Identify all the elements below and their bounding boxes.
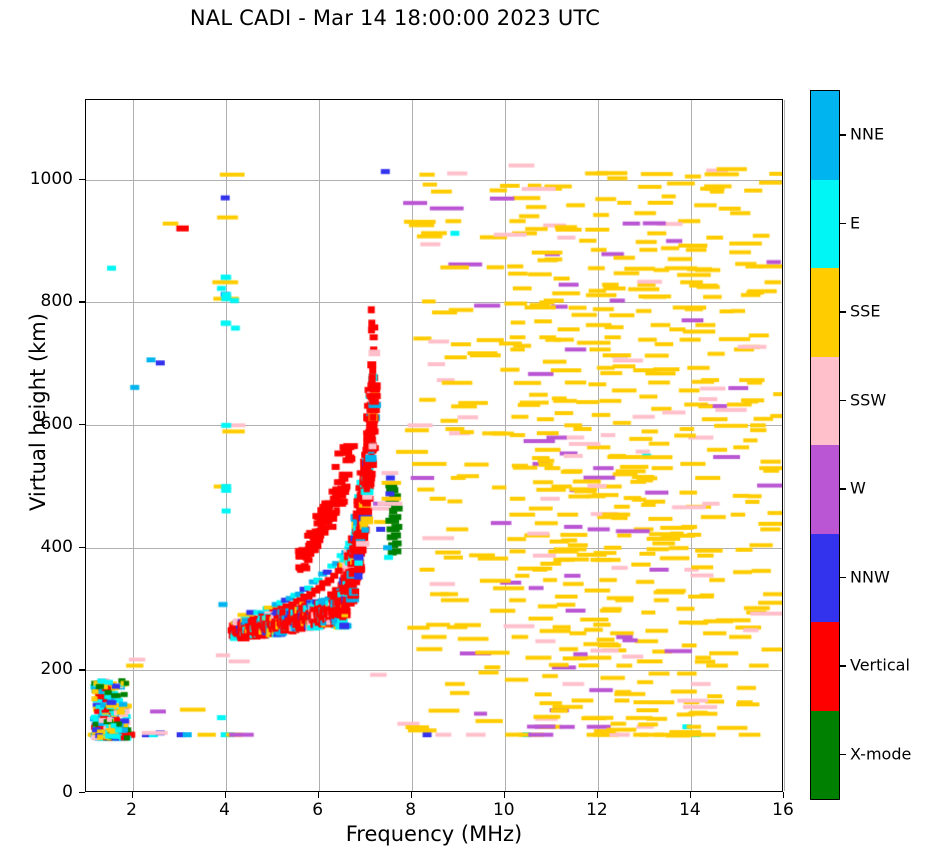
x-tick xyxy=(131,792,133,798)
y-tick xyxy=(79,301,85,303)
colorbar-tick xyxy=(839,311,846,313)
colorbar-tick xyxy=(839,665,846,667)
colorbar-label-vertical: Vertical xyxy=(850,655,910,675)
y-tick xyxy=(79,792,85,794)
colorbar-band-nnw xyxy=(811,533,839,622)
plot-area xyxy=(85,99,785,792)
colorbar-band-e xyxy=(811,179,839,268)
x-tick-label: 16 xyxy=(772,800,794,820)
colorbar-band-sse xyxy=(811,268,839,357)
colorbar-label-nnw: NNW xyxy=(850,567,890,587)
colorbar-tick xyxy=(839,222,846,225)
x-tick xyxy=(503,792,506,798)
y-tick xyxy=(79,669,85,671)
x-tick xyxy=(689,792,692,798)
y-axis-title: Virtual height (km) xyxy=(26,313,50,511)
x-tick xyxy=(317,792,320,798)
x-tick xyxy=(410,792,413,798)
y-tick-label: 0 xyxy=(62,782,73,802)
colorbar-band-x-mode xyxy=(811,710,839,799)
gridline-vertical xyxy=(784,100,785,791)
colorbar-label-e: E xyxy=(850,213,861,233)
y-tick xyxy=(79,178,85,181)
colorbar-tick xyxy=(839,576,846,579)
colorbar-tick xyxy=(839,488,846,490)
colorbar-band-ssw xyxy=(811,356,839,445)
y-tick-label: 200 xyxy=(40,659,73,680)
colorbar-band-w xyxy=(811,445,839,534)
ionogram-scatter-canvas xyxy=(86,100,782,791)
colorbar-label-nne: NNE xyxy=(850,124,885,144)
x-tick xyxy=(783,792,785,798)
colorbar-label-x-mode: X-mode xyxy=(850,744,912,764)
x-tick xyxy=(224,792,226,798)
y-tick-label: 800 xyxy=(40,291,73,312)
azimuth-colorbar xyxy=(810,90,840,800)
x-tick-label: 8 xyxy=(405,800,417,820)
colorbar-tick xyxy=(839,134,846,136)
x-tick xyxy=(596,792,599,798)
y-tick-label: 1000 xyxy=(29,168,73,189)
colorbar-label-sse: SSE xyxy=(850,301,881,321)
colorbar-label-w: W xyxy=(850,478,866,498)
x-tick-label: 14 xyxy=(679,800,701,820)
y-tick-label: 600 xyxy=(40,414,73,434)
x-tick-label: 6 xyxy=(312,800,324,820)
x-axis-title: Frequency (MHz) xyxy=(345,822,523,846)
colorbar-label-ssw: SSW xyxy=(850,390,887,410)
colorbar-band-vertical xyxy=(811,622,839,711)
y-tick-label: 400 xyxy=(40,536,73,557)
x-tick-label: 4 xyxy=(219,800,230,820)
x-tick-label: 2 xyxy=(126,800,137,820)
colorbar-tick xyxy=(839,399,846,402)
x-tick-label: 12 xyxy=(586,800,608,820)
x-tick-label: 10 xyxy=(492,800,515,820)
y-tick xyxy=(79,424,85,426)
y-tick xyxy=(79,546,85,549)
y-axis-tick-labels: 0 200 400 600 800 1000 xyxy=(5,0,73,856)
colorbar-tick xyxy=(839,753,846,756)
chart-title: NAL CADI - Mar 14 18:00:00 2023 UTC xyxy=(189,6,601,30)
colorbar-band-nne xyxy=(811,91,839,180)
